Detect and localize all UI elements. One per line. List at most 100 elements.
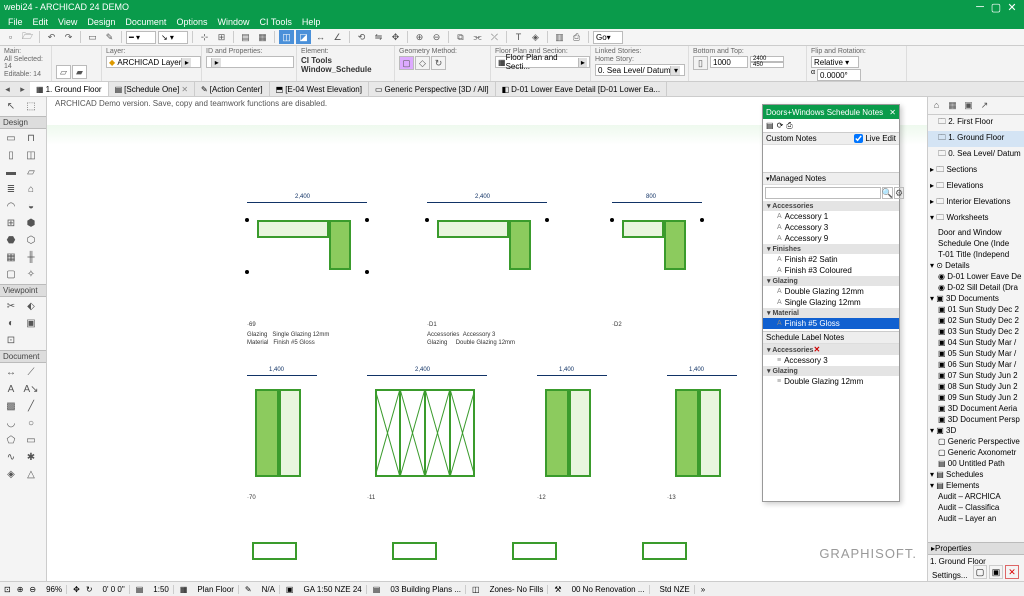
ie-tool-icon[interactable]: ◐: [1, 315, 21, 332]
line-style-dropdown[interactable]: ━ ▾: [126, 31, 156, 44]
nav-tree-item[interactable]: 🗀 2. First Floor: [928, 115, 1024, 131]
arc-tool-icon[interactable]: ◡: [1, 415, 21, 432]
arrow-tool-icon[interactable]: ↖: [1, 98, 21, 115]
pen-icon[interactable]: ✎: [245, 585, 252, 594]
notes-panel-header[interactable]: Doors+Windows Schedule Notes✕: [763, 105, 899, 119]
minimize-button[interactable]: ─: [972, 1, 988, 13]
marker2-icon[interactable]: ◪: [296, 30, 311, 44]
menu-options[interactable]: Options: [171, 17, 212, 27]
schedule-notes-panel[interactable]: Doors+Windows Schedule Notes✕ ▤ ⟳ ⎙ Cust…: [762, 104, 900, 502]
filter-icon[interactable]: ⚙: [894, 187, 904, 199]
notes-group-header[interactable]: ▾ Accessories: [763, 201, 899, 211]
std-value[interactable]: Std NZE: [656, 585, 695, 594]
menu-design[interactable]: Design: [82, 17, 120, 27]
sheet-icon[interactable]: ▥: [552, 30, 567, 44]
nav-view-icon[interactable]: ▦: [945, 98, 960, 112]
document-tab[interactable]: ▦1. Ground Floor: [30, 82, 109, 96]
nav-tree-item[interactable]: ▸ 🗀 Interior Elevations: [928, 195, 1024, 211]
undo-icon[interactable]: ↶: [44, 30, 59, 44]
nav-tree-item[interactable]: Door and Window: [928, 227, 1024, 238]
nav-tree-item[interactable]: Audit – ARCHICA: [928, 491, 1024, 502]
scale-icon[interactable]: ▤: [136, 585, 144, 594]
brush-icon[interactable]: ✎: [102, 30, 117, 44]
nav-tree-item[interactable]: ▣ 01 Sun Study Dec 2: [928, 304, 1024, 315]
sched-notes-item[interactable]: ≡Double Glazing 12mm: [763, 376, 899, 387]
elevation-object[interactable]: 1,400 ·13: [667, 375, 737, 495]
nav-tree-item[interactable]: ▣ 08 Sun Study Jun 2: [928, 381, 1024, 392]
nav-tree-item[interactable]: ◉ D-02 Sill Detail (Dra: [928, 282, 1024, 293]
nav-tree-item[interactable]: ▣ 07 Sun Study Jun 2: [928, 370, 1024, 381]
elevation-object[interactable]: [507, 537, 567, 567]
zoom-out-icon[interactable]: ⊖: [429, 30, 444, 44]
snap-icon[interactable]: ⊹: [197, 30, 212, 44]
stair-tool-icon[interactable]: ≣: [1, 181, 21, 198]
elevation-object[interactable]: [387, 537, 447, 567]
nav-project-icon[interactable]: ⌂: [929, 98, 944, 112]
notes-tool1-icon[interactable]: ▤: [766, 121, 774, 130]
sheet-icon[interactable]: ▣: [286, 585, 294, 594]
notes-item[interactable]: AFinish #3 Coloured: [763, 265, 899, 276]
search-icon[interactable]: 🔍: [882, 187, 893, 199]
level-tool-icon[interactable]: ⟋: [21, 364, 41, 381]
new-icon[interactable]: ▫: [3, 30, 18, 44]
marquee-tool-icon[interactable]: ⬚: [21, 98, 41, 115]
navigator-tree[interactable]: 🗀 2. First Floor🗀 1. Ground Floor🗀 0. Se…: [928, 115, 1024, 542]
label-tool-icon[interactable]: A↘: [21, 381, 41, 398]
nav-tree-item[interactable]: ▣ 02 Sun Study Dec 2: [928, 315, 1024, 326]
elevation-object[interactable]: 800 ·D2: [612, 202, 702, 312]
nav-tree-item[interactable]: 🗀 0. Sea Level/ Datum: [928, 147, 1024, 163]
text-icon[interactable]: T: [511, 30, 526, 44]
remove-icon[interactable]: ✕: [813, 345, 823, 354]
pan-icon[interactable]: ✥: [73, 585, 80, 594]
nav-tree-item[interactable]: Schedule One (Inde: [928, 238, 1024, 249]
document-tab[interactable]: ✎[Action Center]: [195, 82, 270, 96]
nav-tree-item[interactable]: ▾ ⊙ Details: [928, 260, 1024, 271]
nav-tree-item[interactable]: ▣ 09 Sun Study Jun 2: [928, 392, 1024, 403]
floorplan-dropdown[interactable]: ▦ Floor Plan and Secti...▸: [495, 56, 590, 68]
roof-tool-icon[interactable]: ⌂: [21, 181, 41, 198]
column-tool-icon[interactable]: ◫: [21, 147, 41, 164]
menu-window[interactable]: Window: [212, 17, 254, 27]
notes-item[interactable]: AFinish #5 Gloss: [763, 318, 899, 329]
rotate-icon[interactable]: ⟲: [354, 30, 369, 44]
grid-icon[interactable]: ⊞: [214, 30, 229, 44]
figure-tool-icon[interactable]: ◈: [1, 466, 21, 483]
view-icon[interactable]: ▦: [255, 30, 270, 44]
nav-tree-item[interactable]: Audit – Classifica: [928, 502, 1024, 513]
railing-tool-icon[interactable]: ╫: [21, 249, 41, 266]
build-icon[interactable]: ▤: [373, 585, 381, 594]
zone-tool-icon[interactable]: ⬡: [21, 232, 41, 249]
close-button[interactable]: ✕: [1004, 1, 1020, 14]
chevron-icon[interactable]: »: [701, 585, 705, 594]
object-tool-icon[interactable]: ⬣: [1, 232, 21, 249]
open-icon[interactable]: 🗁: [20, 30, 35, 44]
menu-ci-tools[interactable]: CI Tools: [254, 17, 296, 27]
elevation-object[interactable]: 2,400 ·69 Glazing Single Glazing 12mm Ma…: [247, 202, 367, 312]
label-icon[interactable]: ◈: [528, 30, 543, 44]
tab-nav-left-icon[interactable]: ◂: [0, 82, 15, 96]
skylight-tool-icon[interactable]: ◒: [21, 198, 41, 215]
nav-tree-item[interactable]: ▣ 03 Sun Study Dec 2: [928, 326, 1024, 337]
sched-group-header[interactable]: ▾ Glazing: [763, 366, 899, 376]
marker1-icon[interactable]: ◫: [279, 30, 294, 44]
nav-tree-item[interactable]: ▣ 3D Document Persp: [928, 414, 1024, 425]
geom3-icon[interactable]: ↻: [431, 56, 446, 70]
shell-tool-icon[interactable]: ◠: [1, 198, 21, 215]
beam-tool-icon[interactable]: ▬: [1, 164, 21, 181]
nav-tree-item[interactable]: ▣ 06 Sun Study Mar /: [928, 359, 1024, 370]
nav-tree-item[interactable]: Audit – Layer an: [928, 513, 1024, 524]
circle-tool-icon[interactable]: ○: [21, 415, 41, 432]
dim-icon[interactable]: ↔: [313, 30, 328, 44]
mesh-tool-icon[interactable]: ▦: [1, 249, 21, 266]
document-tab[interactable]: ◧D-01 Lower Eave Detail [D-01 Lower Ea..…: [496, 82, 668, 96]
notes-item[interactable]: ASingle Glazing 12mm: [763, 297, 899, 308]
geom2-icon[interactable]: ◇: [415, 56, 430, 70]
notes-search-input[interactable]: [765, 187, 881, 199]
notes-item[interactable]: AFinish #2 Satin: [763, 254, 899, 265]
elevation-object[interactable]: [637, 537, 697, 567]
detail-tool-icon[interactable]: ⊡: [1, 332, 21, 349]
elevation-object[interactable]: 2,400 ·11: [367, 375, 487, 495]
custom-notes-textarea[interactable]: [763, 145, 899, 173]
build-value[interactable]: 03 Building Plans ...: [386, 585, 466, 594]
notes-item[interactable]: AAccessory 9: [763, 233, 899, 244]
